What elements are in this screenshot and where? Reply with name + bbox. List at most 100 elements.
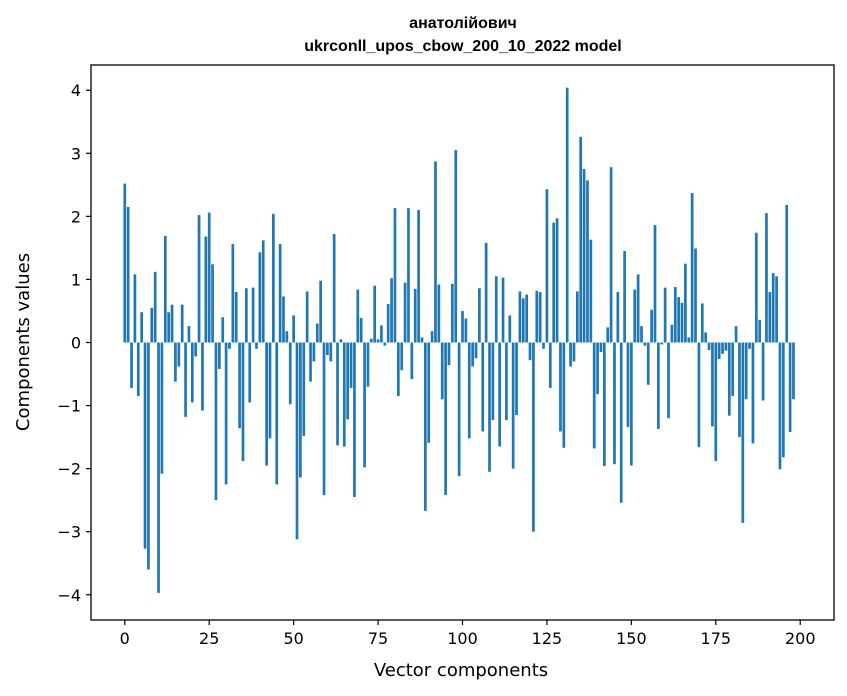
y-tick-label: −4 (57, 586, 81, 605)
bar (633, 289, 637, 343)
bar (190, 342, 194, 403)
bar (245, 288, 248, 343)
bar (417, 210, 420, 343)
bar (555, 218, 559, 343)
bar (383, 342, 387, 346)
chart-title: анатолійович (409, 15, 517, 32)
bar (643, 342, 647, 346)
y-tick-label: 1 (71, 270, 81, 289)
bar (765, 213, 768, 343)
bar (511, 342, 515, 469)
bar (231, 244, 235, 343)
plot-frame (90, 64, 835, 621)
bar (147, 342, 150, 570)
bar (234, 292, 238, 343)
bar (373, 285, 377, 343)
y-tick-label: 3 (71, 144, 81, 163)
x-tick-label: 200 (785, 629, 816, 648)
bar (430, 331, 434, 343)
bar (778, 342, 782, 470)
bar (748, 342, 751, 349)
x-tick-label: 25 (199, 629, 219, 648)
bar (650, 309, 653, 343)
bar (305, 291, 309, 343)
bar (157, 342, 160, 593)
bar (434, 161, 437, 343)
bar (754, 232, 758, 343)
bars-group (123, 87, 795, 593)
bar (265, 342, 268, 466)
bar (792, 342, 795, 400)
bar (278, 244, 282, 343)
bar (359, 317, 363, 343)
bar (505, 342, 508, 421)
bar (207, 212, 211, 343)
bar (228, 342, 231, 349)
x-tick-label: 100 (447, 629, 478, 648)
bar (484, 242, 488, 343)
x-tick-label: 150 (616, 629, 647, 648)
bar (640, 326, 643, 343)
bar (194, 342, 198, 357)
bar (255, 342, 258, 349)
bar (788, 342, 792, 433)
bar (366, 342, 370, 387)
bar (559, 342, 562, 432)
bar (657, 342, 660, 429)
bar (501, 277, 505, 343)
bar (251, 287, 255, 343)
bar (545, 189, 549, 343)
bar (673, 287, 677, 343)
bar (758, 319, 762, 343)
chart-subtitle: ukrconll_upos_cbow_200_10_2022 model (304, 38, 621, 55)
y-tick-label: −2 (57, 460, 81, 479)
bar (309, 342, 312, 382)
bar (707, 342, 711, 351)
bar (711, 342, 714, 427)
bar (677, 297, 680, 343)
bar (700, 303, 704, 343)
bar (680, 302, 684, 343)
bar (690, 193, 694, 343)
bar (653, 225, 657, 343)
bar (437, 284, 441, 343)
bar (396, 342, 400, 397)
bar (133, 274, 137, 343)
bar (211, 264, 214, 343)
bar (342, 342, 346, 447)
bar (626, 342, 630, 428)
bar (420, 337, 424, 343)
bar (400, 342, 404, 371)
bar (670, 324, 674, 343)
bar (136, 342, 140, 397)
bar (572, 342, 576, 362)
bar (407, 208, 410, 343)
x-tick-label: 125 (532, 629, 563, 648)
bar (440, 342, 444, 400)
bar (424, 342, 427, 511)
bar (160, 342, 164, 474)
bar (346, 342, 350, 420)
bar (140, 312, 144, 343)
x-axis-ticks: 0 25 50 75 100 125 150 175 200 (120, 620, 816, 648)
bar (575, 291, 579, 343)
bar (697, 342, 701, 448)
bar (204, 236, 208, 343)
bar (302, 342, 306, 436)
bar (467, 342, 471, 439)
bar (478, 288, 481, 343)
bar (393, 208, 397, 343)
bar (582, 169, 586, 343)
bar (326, 342, 329, 356)
y-tick-label: −1 (57, 397, 81, 416)
bar (630, 342, 633, 466)
bar (143, 342, 147, 549)
x-tick-label: 50 (283, 629, 303, 648)
bar (315, 323, 319, 343)
bar (451, 283, 454, 343)
bar (285, 331, 289, 343)
bar (319, 280, 322, 343)
bar (201, 342, 204, 411)
bar (535, 290, 539, 343)
bar (295, 342, 299, 540)
